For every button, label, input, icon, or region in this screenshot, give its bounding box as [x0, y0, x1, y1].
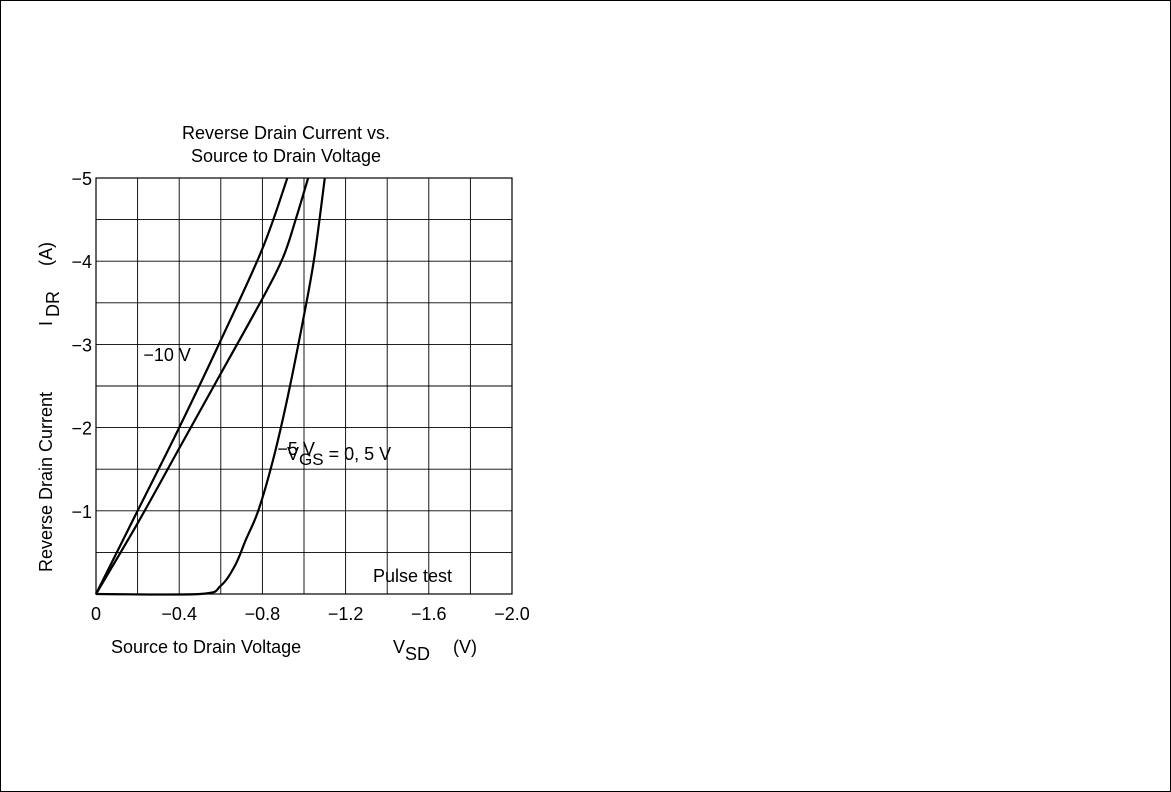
- series-line-2: [95, 177, 326, 596]
- y-tick-label: −3: [71, 335, 92, 355]
- vgs-prefix: V: [287, 444, 299, 464]
- plot-frame: [95, 177, 513, 595]
- y-axis-symbol-sub: DR: [43, 291, 63, 317]
- chart-title-line-2: Source to Drain Voltage: [191, 146, 381, 166]
- vgs-annotation: VGS = 0, 5 V: [287, 444, 391, 469]
- y-tick-label: −5: [71, 169, 92, 189]
- x-tick-label: −0.4: [161, 604, 197, 624]
- x-axis-label-text: Source to Drain Voltage: [111, 637, 301, 657]
- x-axis-symbol: V: [393, 637, 405, 657]
- chart-title-line-1: Reverse Drain Current vs.: [182, 123, 390, 143]
- x-tick-label: −1.2: [328, 604, 364, 624]
- y-tick-label: −1: [71, 502, 92, 522]
- tick-labels: 0 −0.4 −0.8 −1.2 −1.6 −2.0 −1 −2 −3 −4 −5: [71, 169, 529, 624]
- x-tick-label: −1.6: [411, 604, 447, 624]
- y-axis-label-text: Reverse Drain Current: [36, 392, 56, 572]
- y-tick-label: −2: [71, 419, 92, 439]
- y-tick-label: −4: [71, 252, 92, 272]
- x-axis-unit: (V): [453, 637, 477, 657]
- series-line-1: [95, 177, 310, 595]
- pulse-test-label: Pulse test: [373, 566, 452, 586]
- x-tick-label: −2.0: [494, 604, 530, 624]
- series-label-minus-10v: −10 V: [143, 345, 191, 365]
- x-axis-label: Source to Drain Voltage VSD (V): [111, 637, 477, 664]
- x-tick-label: −0.8: [245, 604, 281, 624]
- y-axis-label: Reverse Drain Current I DR (A): [36, 242, 63, 572]
- grid: [96, 178, 512, 594]
- vgs-sub: GS: [299, 450, 324, 469]
- x-axis-symbol-sub: SD: [405, 644, 430, 664]
- y-axis-unit: (A): [36, 242, 56, 266]
- series-line-0: [95, 177, 289, 595]
- series-label-minus-5v: −5 V: [277, 439, 315, 459]
- series-group: [95, 177, 326, 596]
- vgs-suffix: = 0, 5 V: [324, 444, 392, 464]
- y-axis-symbol: I: [36, 321, 56, 326]
- x-tick-label: 0: [91, 604, 101, 624]
